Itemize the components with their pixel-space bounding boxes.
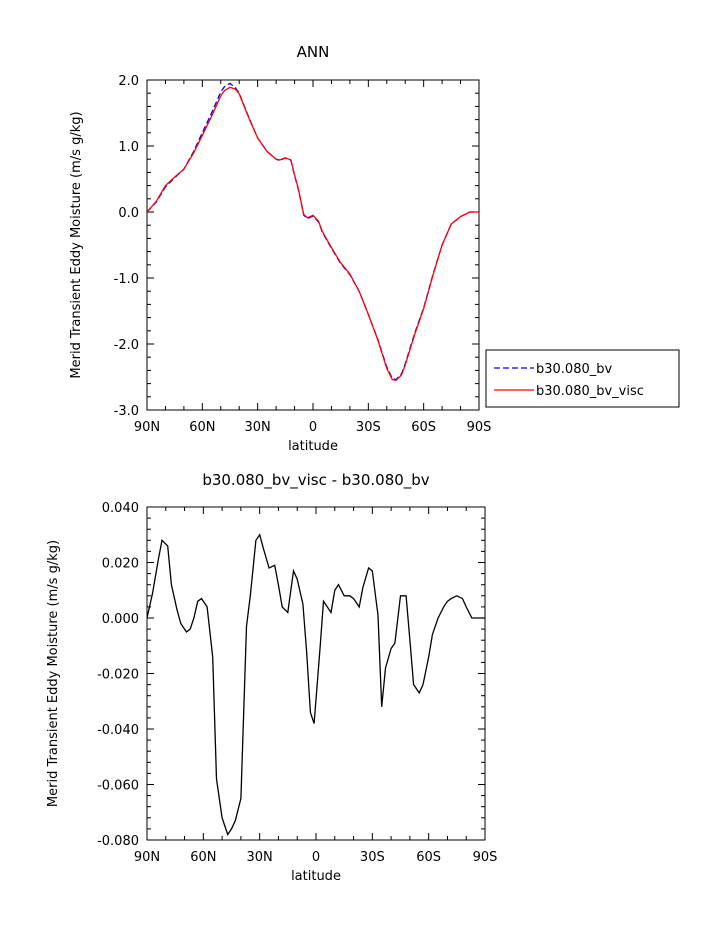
plot-frame (146, 506, 486, 841)
series-line-b30.080_bv (147, 82, 479, 381)
x-tick-label: 30N (245, 420, 271, 435)
legend: b30.080_bv b30.080_bv_visc (485, 349, 680, 408)
x-tick-label: 30N (247, 850, 273, 865)
y-tick-label: 0.020 (102, 557, 139, 572)
chart-panel-1: 90N 60N 30N 0 30S 60S 90S 2.0 1.0 0.0 -1.0 -2.0 -3.0… (69, 43, 680, 454)
y-tick-label: -0.060 (97, 779, 139, 794)
y-tick-label: 2.0 (118, 74, 139, 89)
x-tick-label: 90N (134, 420, 160, 435)
y-tick-label: -0.040 (97, 723, 139, 738)
y-tick-label: 1.0 (118, 140, 139, 155)
x-tick-label: 60S (411, 420, 436, 435)
y-tick-label: -1.0 (114, 272, 139, 287)
y-tick-label: 0.040 (102, 501, 139, 516)
y-tick-label: -2.0 (114, 338, 139, 353)
y-tick-label: 0.0 (118, 206, 139, 221)
x-tick-label: 60N (190, 850, 216, 865)
legend-label: b30.080_bv_visc (536, 384, 644, 399)
y-tick-label: -3.0 (114, 404, 139, 419)
x-tick-label: 0 (309, 420, 317, 435)
x-axis-label: latitude (291, 869, 341, 884)
series-line-series-1 (147, 533, 485, 836)
y-tick-label: -0.080 (97, 834, 139, 849)
x-tick-label: 90N (134, 850, 160, 865)
legend-box (485, 349, 680, 408)
x-tick-label: 90S (467, 420, 492, 435)
x-tick-label: 60N (189, 420, 215, 435)
x-axis-label: latitude (288, 439, 338, 454)
series-line-b30.080_bv_visc (147, 86, 479, 382)
y-axis-label: Merid Transient Eddy Moisture (m/s g/kg) (46, 540, 61, 807)
x-tick-label: 30S (356, 420, 381, 435)
x-tick-label: 30S (360, 850, 385, 865)
chart-title: ANN (297, 43, 330, 61)
y-axis-label: Merid Transient Eddy Moisture (m/s g/kg) (69, 111, 84, 378)
legend-label: b30.080_bv (536, 362, 612, 377)
x-tick-label: 60S (416, 850, 441, 865)
y-tick-label: 0.000 (102, 612, 139, 627)
chart-title: b30.080_bv_visc - b30.080_bv (202, 471, 429, 490)
x-tick-label: 0 (312, 850, 320, 865)
chart-panel-2: 90N 60N 30N 0 30S 60S 90S 0.040 0.020 0.000 -0.020… (46, 471, 497, 884)
plot-frame (146, 79, 480, 411)
y-tick-label: -0.020 (97, 668, 139, 683)
x-tick-label: 90S (473, 850, 498, 865)
